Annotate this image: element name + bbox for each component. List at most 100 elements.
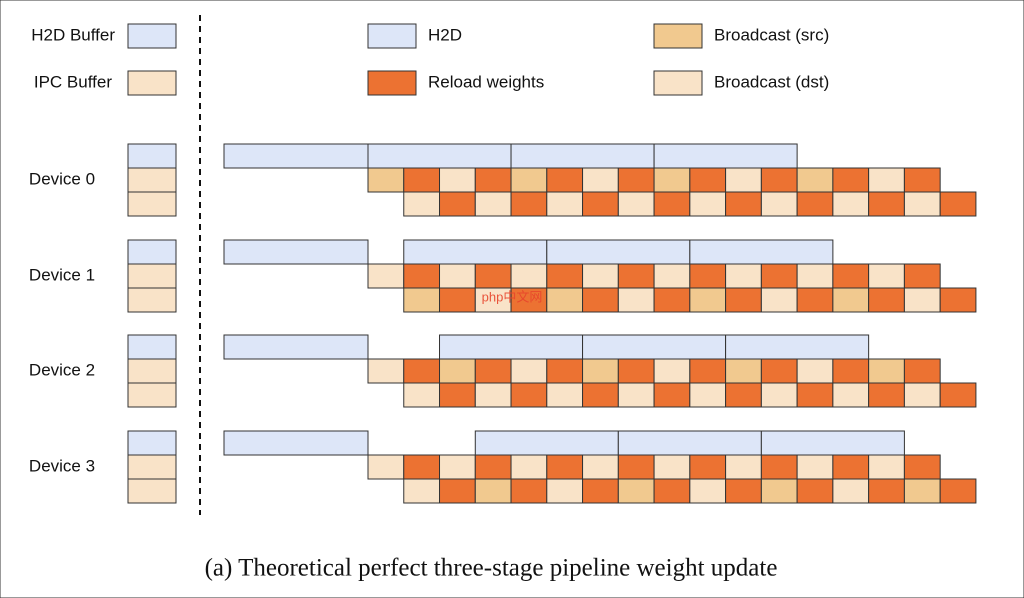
broadcast-cell — [403, 287, 441, 313]
reload-cell — [617, 263, 655, 289]
broadcast-cell — [439, 454, 476, 480]
broadcast-cell — [510, 263, 548, 289]
broadcast-cell — [439, 358, 476, 384]
broadcast-cell — [832, 478, 870, 504]
reload-cell — [939, 382, 977, 408]
h2d-block — [760, 430, 905, 456]
reload-cell — [689, 263, 727, 289]
reload-cell — [439, 287, 476, 313]
broadcast-cell — [868, 358, 905, 384]
reload-cell — [832, 167, 870, 193]
legend-label: H2D — [428, 25, 462, 44]
reload-cell — [546, 358, 584, 384]
reload-cell — [546, 167, 584, 193]
broadcast-cell — [582, 358, 619, 384]
legend-swatch — [367, 70, 417, 96]
device-label: Device 3 — [29, 456, 95, 475]
reload-cell — [439, 478, 476, 504]
reload-cell — [653, 382, 691, 408]
h2d-buffer — [127, 334, 177, 360]
reload-cell — [939, 191, 977, 217]
reload-cell — [474, 263, 512, 289]
broadcast-cell — [510, 167, 548, 193]
broadcast-cell — [367, 263, 405, 289]
broadcast-cell — [474, 382, 512, 408]
legend-label: H2D Buffer — [31, 25, 115, 44]
reload-cell — [868, 287, 905, 313]
broadcast-cell — [582, 263, 619, 289]
broadcast-cell — [760, 478, 798, 504]
h2d-block — [546, 239, 691, 265]
reload-cell — [439, 191, 476, 217]
broadcast-cell — [689, 382, 727, 408]
broadcast-cell — [510, 358, 548, 384]
broadcast-cell — [725, 263, 762, 289]
h2d-block — [223, 334, 369, 360]
h2d-block — [689, 239, 834, 265]
legend-swatch — [367, 23, 417, 49]
reload-cell — [760, 358, 798, 384]
broadcast-cell — [832, 191, 870, 217]
broadcast-cell — [796, 358, 834, 384]
h2d-block — [474, 430, 619, 456]
legend-swatch — [653, 70, 703, 96]
reload-cell — [760, 263, 798, 289]
legend-swatch — [127, 23, 177, 49]
reload-cell — [832, 454, 870, 480]
broadcast-cell — [760, 382, 798, 408]
broadcast-cell — [868, 454, 905, 480]
broadcast-cell — [617, 287, 655, 313]
reload-cell — [796, 382, 834, 408]
h2d-block — [403, 239, 548, 265]
reload-cell — [582, 478, 619, 504]
reload-cell — [832, 358, 870, 384]
broadcast-cell — [474, 287, 512, 313]
reload-cell — [474, 167, 512, 193]
ipc-buffer — [127, 287, 177, 313]
broadcast-cell — [760, 191, 798, 217]
broadcast-cell — [653, 454, 691, 480]
watermark: php中文网 — [482, 289, 543, 304]
broadcast-cell — [653, 358, 691, 384]
broadcast-cell — [403, 382, 441, 408]
reload-cell — [582, 287, 619, 313]
h2d-block — [582, 334, 727, 360]
device-label: Device 0 — [29, 169, 95, 188]
broadcast-cell — [546, 382, 584, 408]
legend-label: Broadcast (dst) — [714, 72, 829, 91]
broadcast-cell — [582, 167, 619, 193]
h2d-block — [223, 143, 369, 169]
broadcast-cell — [725, 358, 762, 384]
ipc-buffer — [127, 191, 177, 217]
reload-cell — [725, 382, 762, 408]
broadcast-cell — [689, 191, 727, 217]
broadcast-cell — [903, 478, 941, 504]
reload-cell — [403, 358, 441, 384]
reload-cell — [653, 478, 691, 504]
reload-cell — [760, 454, 798, 480]
reload-cell — [725, 191, 762, 217]
h2d-block — [653, 143, 798, 169]
reload-cell — [474, 358, 512, 384]
broadcast-cell — [653, 167, 691, 193]
reload-cell — [689, 358, 727, 384]
broadcast-cell — [367, 167, 405, 193]
ipc-buffer — [127, 454, 177, 480]
h2d-block — [439, 334, 584, 360]
reload-cell — [689, 454, 727, 480]
reload-cell — [439, 382, 476, 408]
reload-cell — [939, 287, 977, 313]
reload-cell — [510, 478, 548, 504]
h2d-buffer — [127, 430, 177, 456]
h2d-block — [617, 430, 762, 456]
broadcast-cell — [403, 191, 441, 217]
reload-cell — [510, 382, 548, 408]
legend-label: Broadcast (src) — [714, 25, 829, 44]
h2d-block — [510, 143, 655, 169]
reload-cell — [403, 263, 441, 289]
broadcast-cell — [725, 167, 762, 193]
broadcast-cell — [582, 454, 619, 480]
reload-cell — [903, 454, 941, 480]
reload-cell — [832, 263, 870, 289]
